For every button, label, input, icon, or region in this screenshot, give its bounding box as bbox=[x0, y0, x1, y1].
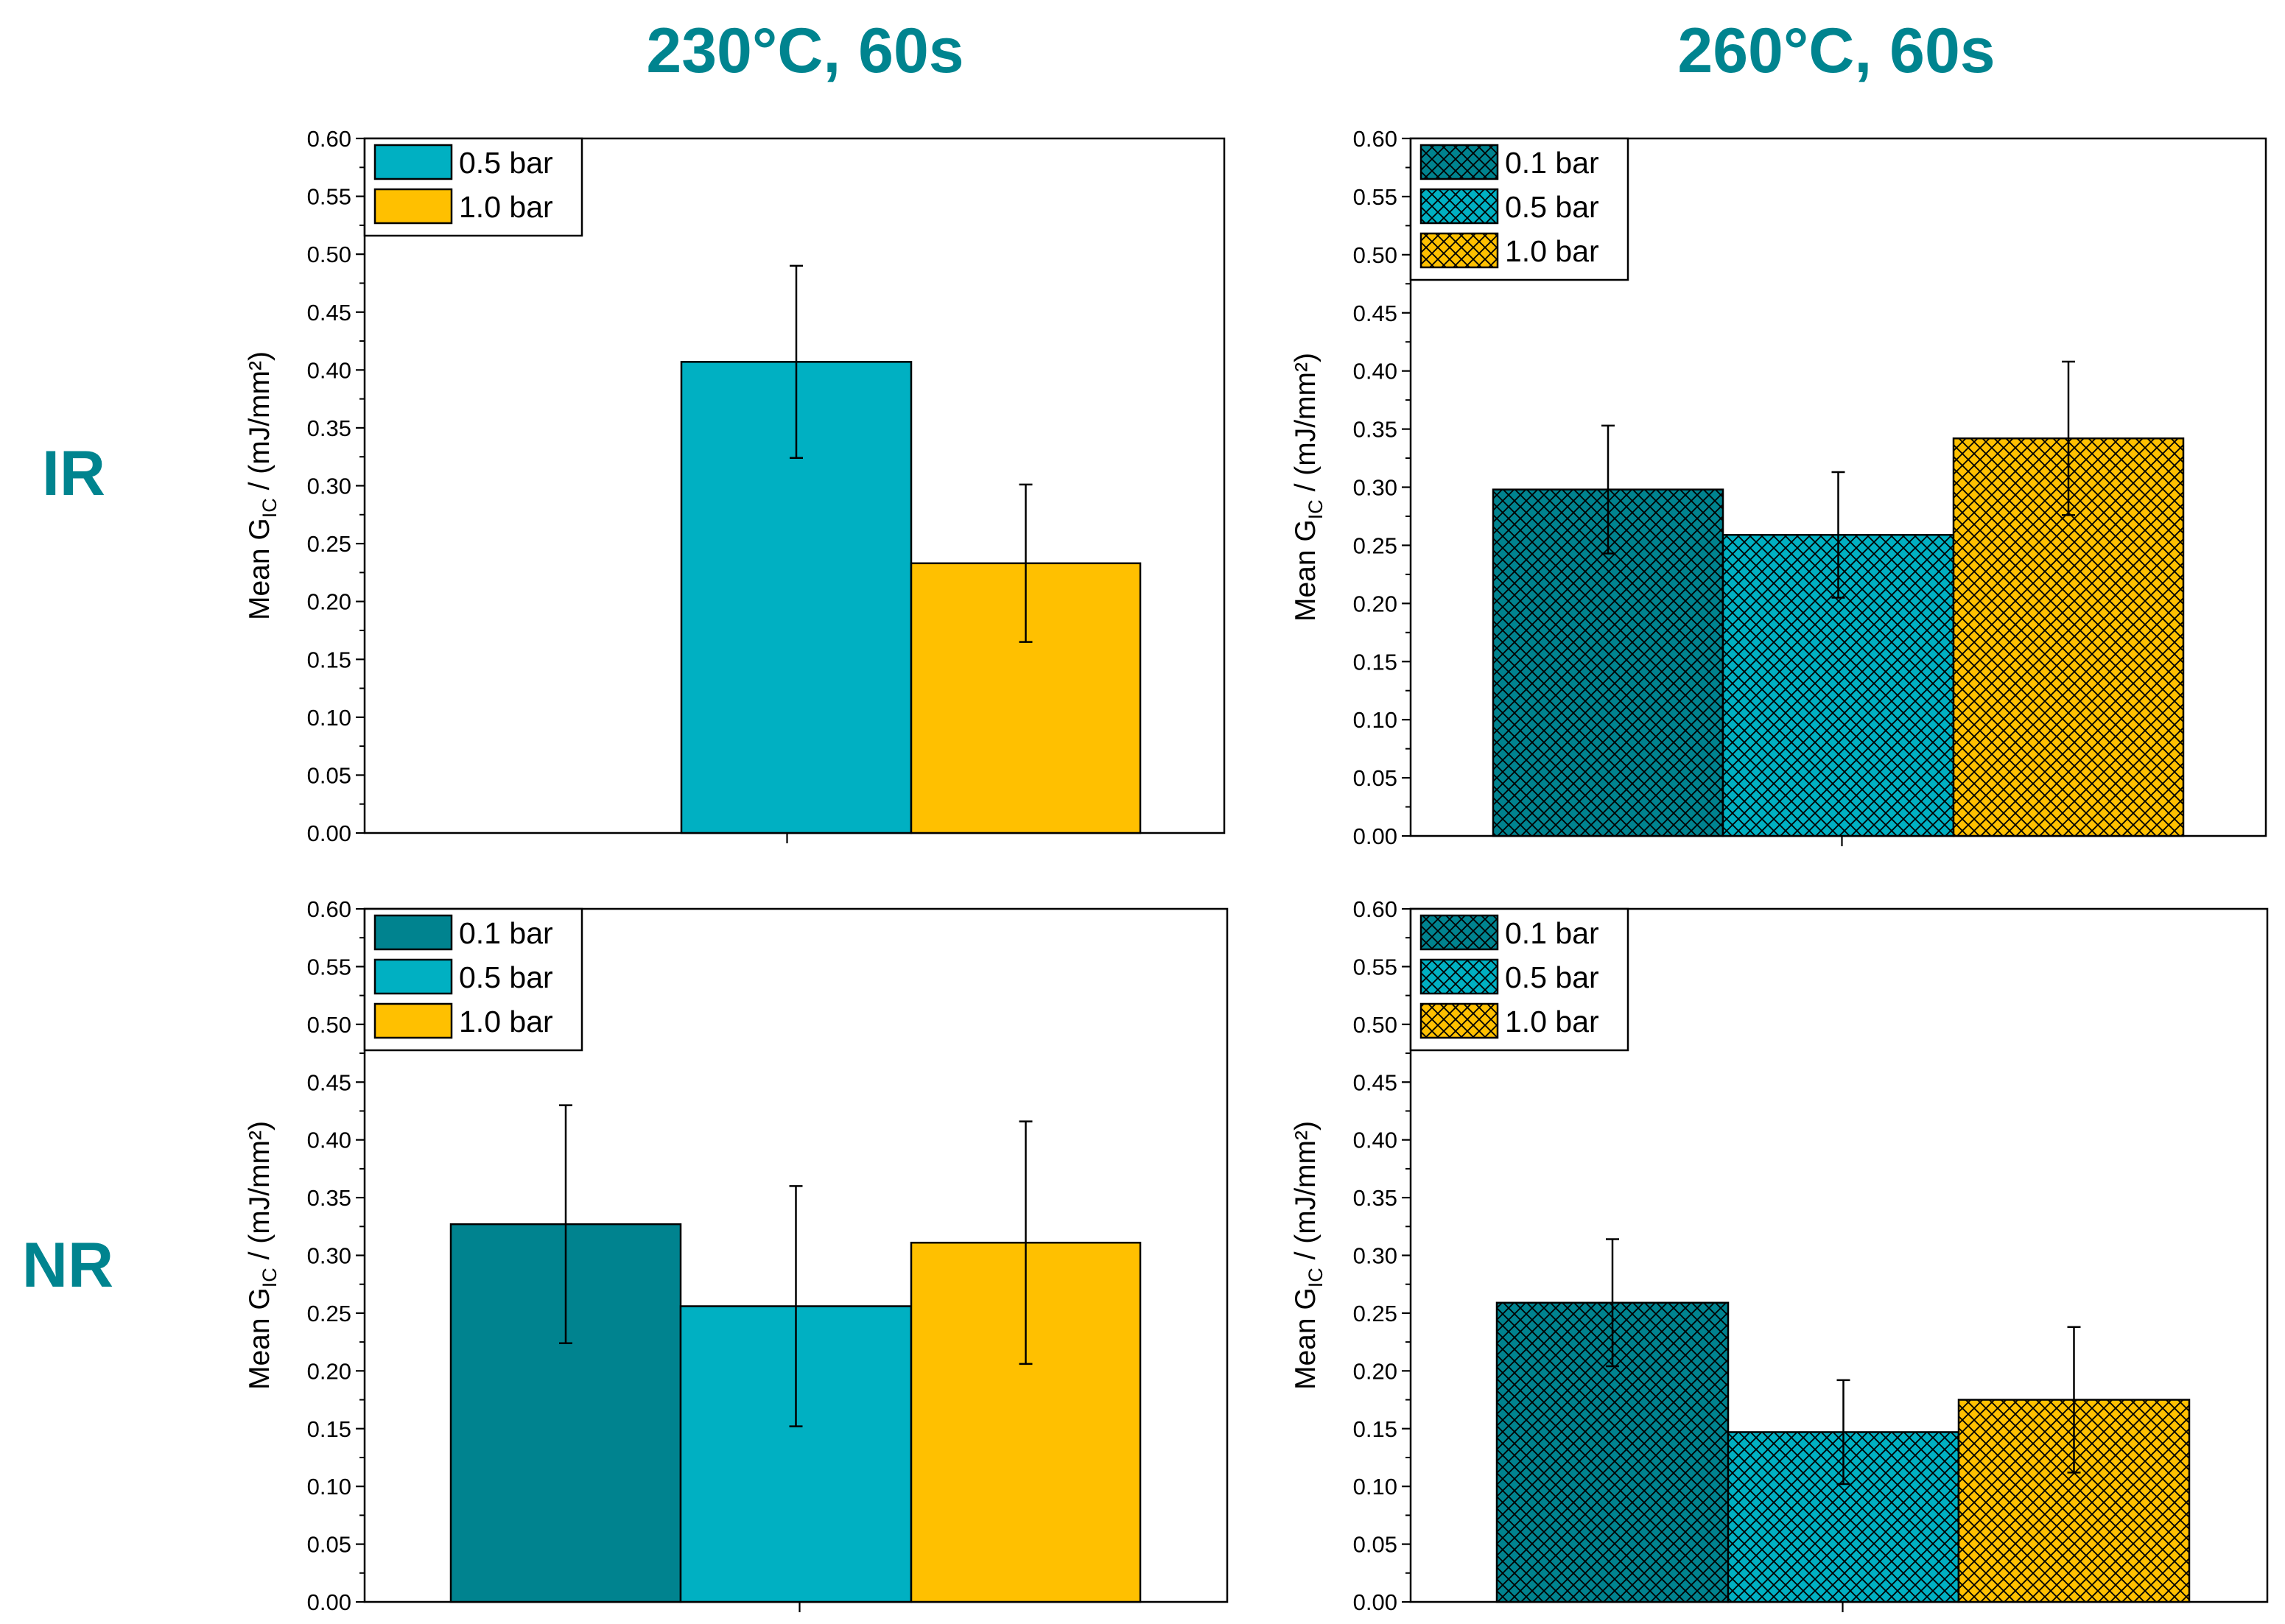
y-tick-label: 0.20 bbox=[307, 1358, 351, 1384]
y-tick-label: 0.30 bbox=[1353, 475, 1397, 501]
y-tick-label: 0.30 bbox=[1353, 1243, 1397, 1269]
y-tick-label: 0.60 bbox=[307, 126, 351, 152]
y-tick-label: 0.10 bbox=[1353, 1474, 1397, 1500]
y-tick-label: 0.35 bbox=[1353, 1185, 1397, 1211]
y-tick-label: 0.60 bbox=[307, 896, 351, 922]
y-tick-label: 0.10 bbox=[307, 705, 351, 731]
legend-swatch-1-0-bar bbox=[1419, 1002, 1499, 1039]
y-tick-label: 0.20 bbox=[1353, 591, 1397, 616]
legend-swatch-0-1-bar bbox=[373, 914, 453, 951]
y-tick-label: 0.40 bbox=[307, 357, 351, 383]
y-axis-label: Mean GIC / (mJ/mm²) bbox=[244, 1121, 281, 1390]
y-tick-label: 0.55 bbox=[307, 954, 351, 980]
y-tick-label: 0.10 bbox=[1353, 707, 1397, 733]
y-tick-label: 0.50 bbox=[307, 242, 351, 267]
y-tick-label: 0.40 bbox=[1353, 359, 1397, 384]
legend: 0.1 bar 0.5 bar 1.0 bar bbox=[363, 907, 583, 1052]
y-tick-label: 0.60 bbox=[1353, 896, 1397, 922]
y-tick-label: 0.50 bbox=[307, 1012, 351, 1038]
y-tick-label: 0.15 bbox=[307, 1416, 351, 1442]
y-tick-label: 0.40 bbox=[1353, 1128, 1397, 1153]
legend-swatch-1-0-bar bbox=[373, 188, 453, 225]
y-tick-label: 0.15 bbox=[1353, 1416, 1397, 1442]
y-tick-label: 0.05 bbox=[1353, 1532, 1397, 1558]
y-tick-label: 0.25 bbox=[307, 1301, 351, 1326]
chart-panel-3: 0.00 0.05 0.10 0.15 0.20 0.25 0.30 0.35 0.40 0.45… bbox=[244, 896, 1229, 1615]
y-tick-label: 0.45 bbox=[307, 1069, 351, 1095]
column-heading-230c: 230°C, 60s bbox=[646, 15, 964, 86]
legend-swatch-1-0-bar bbox=[373, 1002, 453, 1039]
row-heading-nr: NR bbox=[22, 1230, 113, 1301]
legend-label-0-5-bar: 0.5 bar bbox=[459, 960, 553, 994]
y-tick-label: 0.20 bbox=[307, 589, 351, 615]
y-tick-label: 0.40 bbox=[307, 1128, 351, 1153]
legend-label-0-5-bar: 0.5 bar bbox=[459, 146, 553, 180]
chart-panel-1: 0.00 0.05 0.10 0.15 0.20 0.25 0.30 0.35 0.40 0.45… bbox=[244, 126, 1226, 846]
y-tick-label: 0.45 bbox=[1353, 1069, 1397, 1095]
y-tick-label: 0.20 bbox=[1353, 1358, 1397, 1384]
y-tick-label: 0.05 bbox=[307, 762, 351, 788]
y-tick-label: 0.35 bbox=[1353, 417, 1397, 443]
y-axis-label: Mean GIC / (mJ/mm²) bbox=[1290, 353, 1327, 622]
y-tick-label: 0.30 bbox=[307, 474, 351, 499]
chart-panel-4: 0.00 0.05 0.10 0.15 0.20 0.25 0.30 0.35 0.40 0.45… bbox=[1290, 896, 2269, 1615]
legend-swatch-0-1-bar bbox=[1419, 914, 1499, 951]
legend-swatch-0-5-bar bbox=[373, 144, 453, 180]
y-axis-label: Mean GIC / (mJ/mm²) bbox=[244, 351, 281, 620]
legend: 0.1 bar 0.5 bar 1.0 bar bbox=[1409, 137, 1629, 281]
legend-label-0-5-bar: 0.5 bar bbox=[1505, 190, 1599, 224]
legend-swatch-1-0-bar bbox=[1419, 232, 1499, 269]
chart-panels: 0.00 0.05 0.10 0.15 0.20 0.25 0.30 0.35 0.40 0.45… bbox=[244, 126, 2269, 1615]
y-tick-label: 0.60 bbox=[1353, 126, 1397, 152]
y-tick-label: 0.55 bbox=[307, 184, 351, 210]
y-tick-label: 0.25 bbox=[1353, 532, 1397, 558]
chart-panel-2: 0.00 0.05 0.10 0.15 0.20 0.25 0.30 0.35 0.40 0.45… bbox=[1290, 126, 2267, 849]
y-tick-label: 0.15 bbox=[307, 647, 351, 672]
legend-swatch-0-5-bar bbox=[373, 958, 453, 995]
legend-label-1-0-bar: 1.0 bar bbox=[1505, 1005, 1599, 1038]
legend-label-0-5-bar: 0.5 bar bbox=[1505, 960, 1599, 994]
legend: 0.1 bar 0.5 bar 1.0 bar bbox=[1409, 907, 1629, 1052]
legend: 0.5 bar 1.0 bar bbox=[363, 137, 583, 237]
legend-label-1-0-bar: 1.0 bar bbox=[459, 1005, 553, 1038]
legend-label-1-0-bar: 1.0 bar bbox=[459, 190, 553, 224]
y-tick-label: 0.35 bbox=[307, 1185, 351, 1211]
y-tick-label: 0.30 bbox=[307, 1243, 351, 1269]
y-tick-label: 0.15 bbox=[1353, 649, 1397, 675]
y-tick-label: 0.00 bbox=[1353, 823, 1397, 849]
y-tick-label: 0.55 bbox=[1353, 954, 1397, 980]
y-tick-label: 0.05 bbox=[307, 1532, 351, 1558]
legend-swatch-0-5-bar bbox=[1419, 188, 1499, 225]
y-tick-label: 0.05 bbox=[1353, 765, 1397, 791]
legend-swatch-0-5-bar bbox=[1419, 958, 1499, 995]
y-tick-label: 0.10 bbox=[307, 1474, 351, 1500]
y-tick-label: 0.45 bbox=[1353, 300, 1397, 326]
y-axis-label: Mean GIC / (mJ/mm²) bbox=[1290, 1121, 1327, 1390]
y-tick-label: 0.25 bbox=[1353, 1301, 1397, 1326]
y-tick-label: 0.50 bbox=[1353, 1012, 1397, 1038]
legend-label-0-1-bar: 0.1 bar bbox=[1505, 146, 1599, 180]
bar-1-0-bar bbox=[910, 562, 1142, 834]
y-tick-label: 0.45 bbox=[307, 300, 351, 326]
y-tick-label: 0.00 bbox=[1353, 1589, 1397, 1615]
row-heading-ir: IR bbox=[42, 438, 105, 509]
y-tick-label: 0.00 bbox=[307, 820, 351, 846]
legend-swatch-0-1-bar bbox=[1419, 144, 1499, 180]
legend-label-0-1-bar: 0.1 bar bbox=[1505, 916, 1599, 950]
y-tick-label: 0.50 bbox=[1353, 242, 1397, 268]
y-tick-label: 0.55 bbox=[1353, 184, 1397, 210]
y-tick-label: 0.35 bbox=[307, 415, 351, 441]
y-tick-label: 0.00 bbox=[307, 1589, 351, 1615]
y-tick-label: 0.25 bbox=[307, 531, 351, 557]
legend-label-0-1-bar: 0.1 bar bbox=[459, 916, 553, 950]
legend-label-1-0-bar: 1.0 bar bbox=[1505, 234, 1599, 268]
column-heading-260c: 260°C, 60s bbox=[1677, 15, 1995, 86]
